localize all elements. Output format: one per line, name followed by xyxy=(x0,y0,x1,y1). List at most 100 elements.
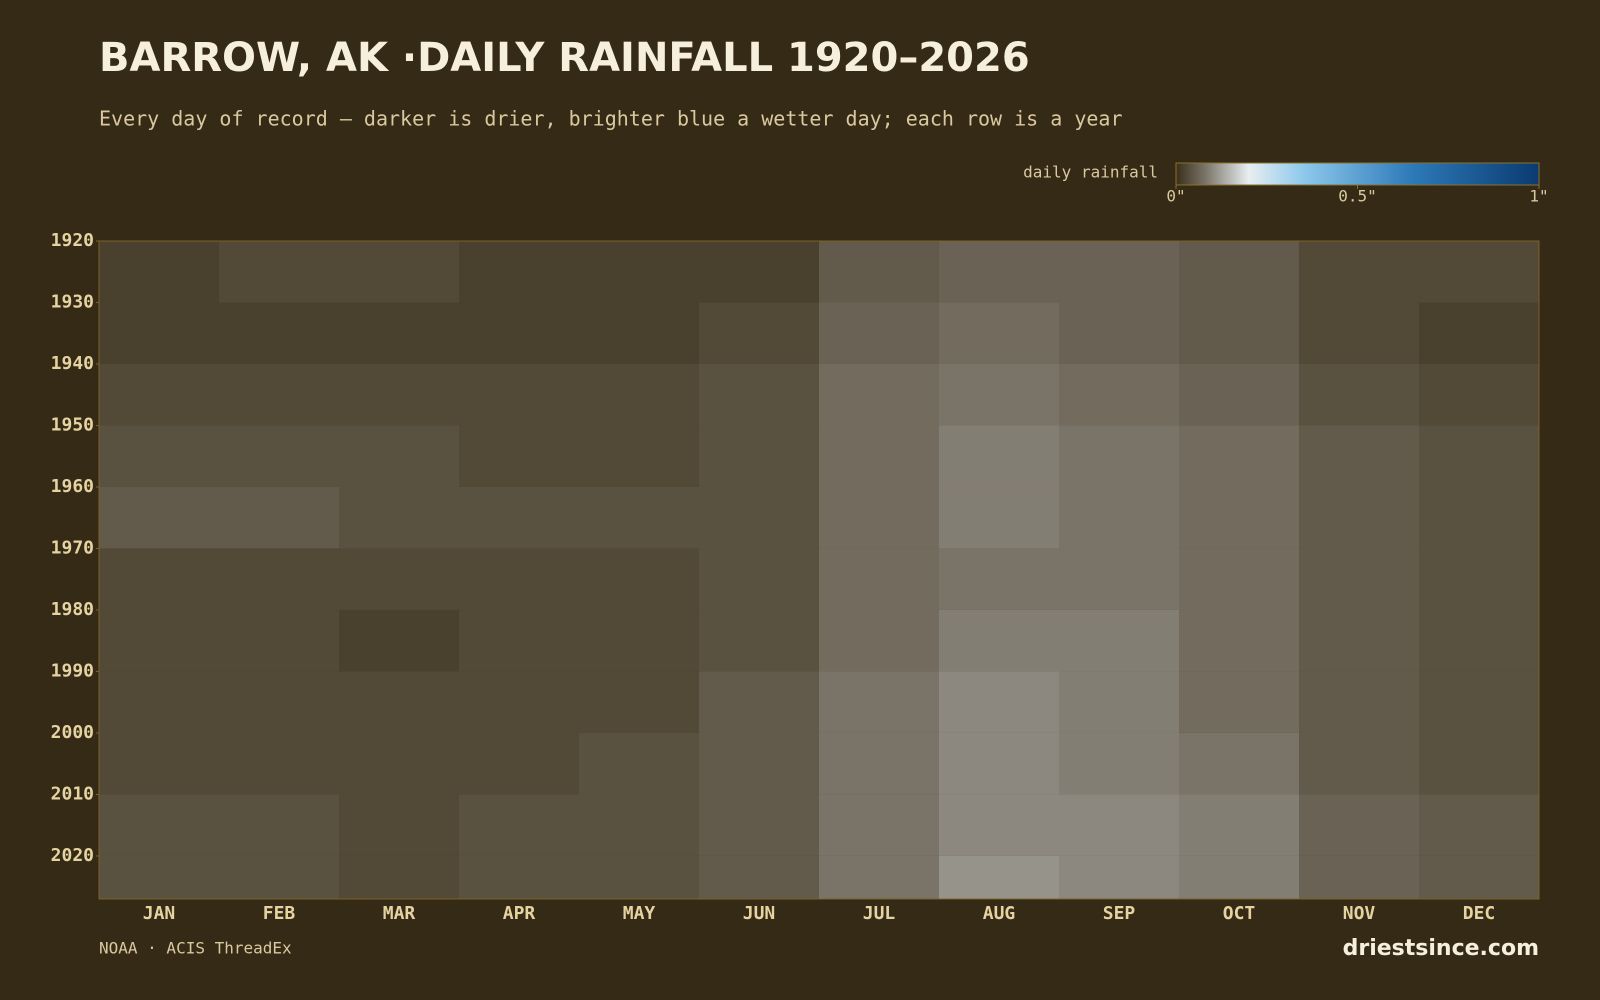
heat-cell xyxy=(819,671,939,733)
heat-cell xyxy=(1059,241,1179,303)
heat-cell xyxy=(459,363,579,426)
heat-cell xyxy=(1179,363,1299,426)
heat-cell xyxy=(99,241,219,303)
heat-cell xyxy=(459,425,579,487)
heat-cell xyxy=(819,486,939,549)
heat-cell xyxy=(99,486,219,549)
heat-cell xyxy=(1299,671,1419,733)
heat-cell xyxy=(1419,732,1539,795)
heat-cell xyxy=(1299,486,1419,549)
heat-cell xyxy=(1179,241,1299,303)
heat-cell xyxy=(1419,609,1539,672)
heat-cell xyxy=(1059,732,1179,795)
heat-cell xyxy=(939,794,1059,856)
heat-cell xyxy=(579,548,699,610)
heat-cell xyxy=(939,302,1059,364)
heat-cell xyxy=(939,855,1059,899)
heat-cell xyxy=(819,363,939,426)
x-tick-label: JUL xyxy=(863,903,896,924)
heat-cell xyxy=(99,548,219,610)
x-tick-label: FEB xyxy=(263,903,296,924)
y-tick-label: 1930 xyxy=(51,291,94,312)
x-tick-label: OCT xyxy=(1223,903,1256,924)
heat-cell xyxy=(1059,855,1179,899)
heat-cell xyxy=(1419,855,1539,899)
heat-cell xyxy=(1059,609,1179,672)
heat-cell xyxy=(699,732,819,795)
heat-cell xyxy=(219,609,339,672)
heat-cell xyxy=(819,609,939,672)
heat-cell xyxy=(579,732,699,795)
heat-cell xyxy=(579,855,699,899)
heat-cell xyxy=(1299,302,1419,364)
heat-cell xyxy=(1179,425,1299,487)
heat-cell xyxy=(939,425,1059,487)
chart-title: BARROW, AK ·DAILY RAINFALL 1920–2026 xyxy=(99,35,1030,81)
heat-cell xyxy=(339,855,459,899)
colorbar-tick-label: 0.5" xyxy=(1338,187,1377,206)
heat-cell xyxy=(1179,855,1299,899)
heat-cell xyxy=(99,609,219,672)
heat-cell xyxy=(1059,486,1179,549)
heat-cell xyxy=(459,241,579,303)
y-tick-label: 1980 xyxy=(51,599,94,620)
heat-cell xyxy=(579,671,699,733)
heat-cell xyxy=(219,732,339,795)
heat-cell xyxy=(219,363,339,426)
heat-cell xyxy=(339,241,459,303)
heat-cell xyxy=(1299,609,1419,672)
y-tick-label: 2010 xyxy=(51,783,94,804)
brand: driestsince.com xyxy=(1343,936,1539,961)
heat-cell xyxy=(1059,548,1179,610)
heat-cell xyxy=(699,302,819,364)
heat-cell xyxy=(699,794,819,856)
heat-cell xyxy=(1419,794,1539,856)
heat-cell xyxy=(339,732,459,795)
heat-cell xyxy=(699,671,819,733)
heat-cell xyxy=(459,671,579,733)
x-tick-label: SEP xyxy=(1103,903,1136,924)
heat-cell xyxy=(1179,302,1299,364)
heat-cell xyxy=(1419,425,1539,487)
heat-cell xyxy=(819,302,939,364)
heat-cell xyxy=(1179,486,1299,549)
colorbar-tick-label: 0" xyxy=(1166,187,1185,206)
heat-cell xyxy=(219,855,339,899)
heat-cell xyxy=(219,671,339,733)
x-tick-label: MAY xyxy=(623,903,656,924)
heat-cell xyxy=(99,302,219,364)
heat-cell xyxy=(1179,671,1299,733)
heat-cell xyxy=(579,425,699,487)
x-tick-label: JUN xyxy=(743,903,776,924)
y-tick-label: 1970 xyxy=(51,537,94,558)
heat-cell xyxy=(1419,302,1539,364)
heat-cell xyxy=(99,671,219,733)
heat-cell xyxy=(1419,486,1539,549)
heat-cell xyxy=(819,732,939,795)
y-tick-label: 2000 xyxy=(51,722,94,743)
heat-cell xyxy=(1059,671,1179,733)
heat-cell xyxy=(579,609,699,672)
heat-cell xyxy=(939,548,1059,610)
heat-cell xyxy=(99,732,219,795)
heat-cell xyxy=(939,486,1059,549)
x-tick-label: NOV xyxy=(1343,903,1376,924)
heat-cell xyxy=(699,241,819,303)
colorbar-tick-label: 1" xyxy=(1529,187,1548,206)
heat-cell xyxy=(1299,548,1419,610)
colorbar-label: daily rainfall xyxy=(1023,163,1158,182)
heat-cell xyxy=(1299,363,1419,426)
heat-cell xyxy=(939,241,1059,303)
heat-cell xyxy=(459,732,579,795)
x-tick-label: AUG xyxy=(983,903,1016,924)
x-tick-label: JAN xyxy=(143,903,176,924)
heat-cell xyxy=(939,363,1059,426)
heat-cell xyxy=(339,363,459,426)
heat-cell xyxy=(579,794,699,856)
heat-cell xyxy=(459,794,579,856)
plot-frame xyxy=(98,240,1540,900)
heat-cell xyxy=(219,425,339,487)
heat-cell xyxy=(819,794,939,856)
heat-cell xyxy=(699,548,819,610)
